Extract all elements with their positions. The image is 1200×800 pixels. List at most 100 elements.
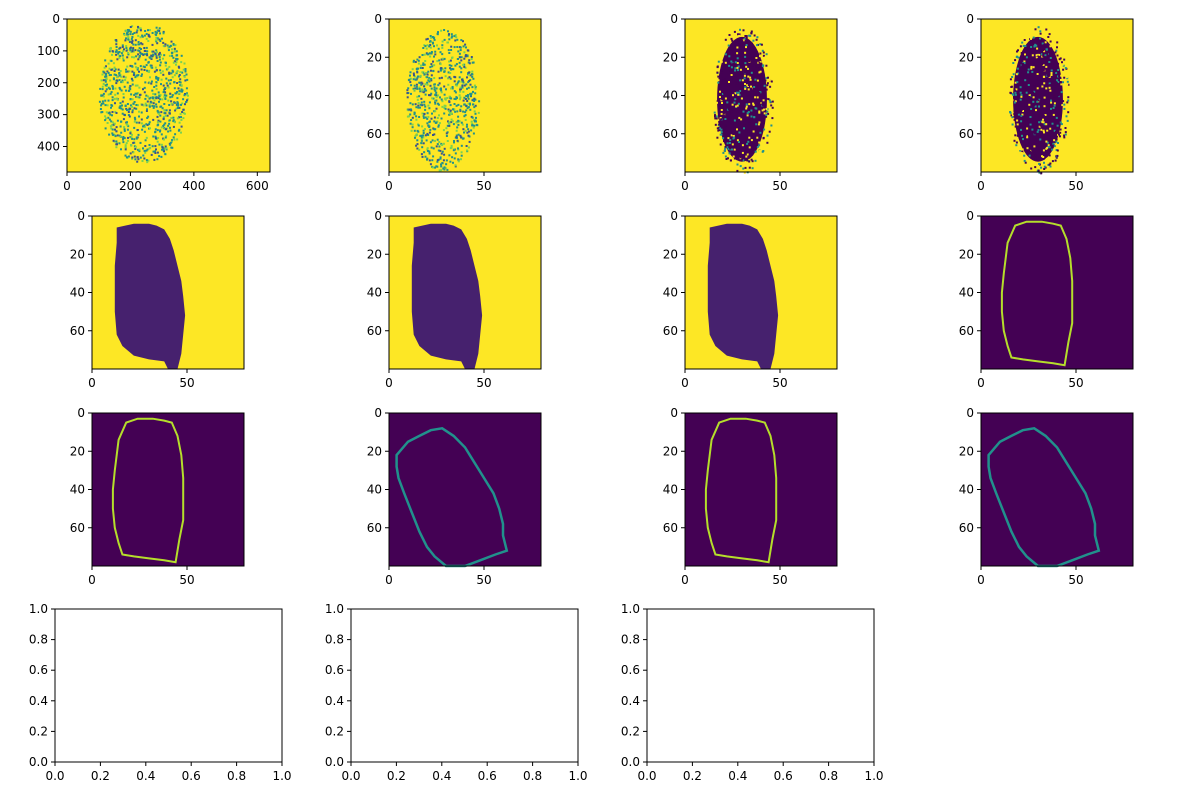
noise-pixel	[719, 143, 722, 146]
ridge-pixel	[447, 108, 450, 111]
ridge-pixel	[414, 87, 417, 90]
ridge-pixel	[433, 37, 435, 40]
noise-pixel	[1048, 72, 1051, 75]
ridge-pixel	[183, 94, 186, 97]
noise-pixel	[1043, 105, 1046, 108]
noise-pixel	[1039, 165, 1042, 168]
ridge-pixel	[117, 51, 120, 54]
ridge-pixel	[160, 155, 163, 158]
ridge-pixel	[102, 92, 105, 95]
noise-pixel	[1044, 54, 1047, 57]
ridge-pixel	[474, 112, 477, 115]
noise-pixel	[750, 151, 753, 154]
ridge-pixel	[425, 139, 428, 142]
ridge-pixel	[454, 64, 457, 67]
ridge-pixel	[158, 38, 161, 41]
ridge-pixel	[473, 119, 476, 122]
plot-area	[351, 609, 578, 762]
ridge-pixel	[413, 84, 416, 87]
ridge-pixel	[440, 91, 443, 94]
noise-pixel	[1055, 71, 1058, 74]
noise-pixel	[1028, 103, 1031, 106]
noise-pixel	[1049, 45, 1052, 48]
ridge-pixel	[457, 103, 460, 106]
noise-pixel	[756, 36, 759, 39]
ridge-pixel	[180, 125, 183, 128]
noise-pixel	[1021, 113, 1024, 116]
ridge-pixel	[113, 70, 116, 72]
ridge-pixel	[147, 95, 149, 98]
ridge-pixel	[112, 62, 115, 65]
ridge-pixel	[432, 41, 434, 44]
ridge-pixel	[429, 163, 432, 166]
ridge-pixel	[178, 74, 181, 76]
noise-pixel	[1014, 81, 1017, 84]
y-tick-label: 60	[959, 324, 974, 338]
ridge-pixel	[124, 148, 127, 151]
noise-pixel	[1043, 168, 1046, 170]
ridge-pixel	[153, 70, 156, 73]
noise-pixel	[1025, 157, 1028, 160]
noise-pixel	[1066, 119, 1069, 122]
noise-pixel	[1030, 88, 1033, 91]
ridge-pixel	[143, 53, 146, 56]
ridge-pixel	[110, 68, 113, 71]
noise-pixel	[760, 47, 763, 49]
ridge-pixel	[455, 121, 458, 124]
noise-pixel	[1053, 108, 1056, 110]
ridge-pixel	[433, 38, 436, 41]
ridge-pixel	[443, 106, 446, 109]
ridge-pixel	[159, 61, 162, 64]
noise-pixel	[1035, 56, 1038, 59]
y-tick-label: 0	[374, 12, 382, 26]
noise-pixel	[714, 123, 717, 126]
noise-pixel	[1045, 47, 1048, 50]
ridge-pixel	[116, 134, 119, 137]
noise-pixel	[1064, 70, 1067, 73]
noise-pixel	[1040, 133, 1043, 136]
noise-pixel	[758, 150, 761, 152]
ridge-pixel	[168, 104, 171, 106]
noise-pixel	[1051, 154, 1054, 156]
ridge-pixel	[437, 149, 440, 152]
noise-pixel	[1048, 82, 1051, 85]
x-tick-label: 50	[1068, 376, 1083, 390]
noise-pixel	[1060, 123, 1063, 126]
noise-pixel	[729, 69, 732, 72]
ridge-pixel	[435, 107, 438, 110]
ridge-pixel	[428, 94, 430, 97]
noise-pixel	[751, 133, 754, 136]
ridge-pixel	[110, 127, 113, 130]
noise-pixel	[728, 81, 730, 83]
ridge-pixel	[471, 61, 474, 64]
ridge-pixel	[459, 46, 462, 49]
ridge-pixel	[459, 49, 462, 52]
ridge-pixel	[468, 62, 471, 65]
ridge-pixel	[470, 94, 472, 97]
ridge-pixel	[112, 77, 115, 80]
ridge-pixel	[130, 77, 133, 80]
noise-pixel	[755, 38, 758, 41]
ridge-pixel	[170, 72, 173, 75]
ridge-pixel	[143, 49, 146, 52]
ridge-pixel	[162, 31, 165, 34]
ridge-pixel	[457, 147, 459, 150]
noise-pixel	[721, 65, 723, 68]
ridge-pixel	[164, 87, 167, 90]
ridge-pixel	[144, 30, 147, 32]
ridge-pixel	[134, 158, 137, 161]
noise-pixel	[1009, 91, 1012, 94]
noise-pixel	[1042, 44, 1045, 47]
noise-pixel	[745, 44, 748, 47]
noise-pixel	[1020, 52, 1023, 54]
x-tick-label: 0.0	[637, 769, 656, 783]
ridge-pixel	[441, 53, 444, 56]
ridge-pixel	[436, 117, 439, 119]
ridge-pixel	[179, 84, 182, 87]
ridge-pixel	[410, 92, 412, 95]
ridge-pixel	[135, 92, 138, 95]
ridge-pixel	[145, 46, 148, 49]
noise-pixel	[1057, 81, 1060, 83]
ridge-pixel	[128, 89, 131, 92]
noise-pixel	[1048, 75, 1051, 78]
